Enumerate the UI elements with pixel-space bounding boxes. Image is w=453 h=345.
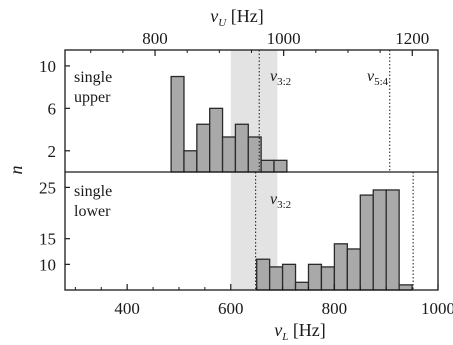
upper-ytick-label-0: 2 bbox=[48, 142, 57, 161]
lower-bar-4 bbox=[294, 281, 310, 291]
text-layer: 800 1000 1200 400 600 800 1000 2 6 10 10 15 25 νU [Hz… bbox=[6, 6, 453, 343]
upper-bar-5 bbox=[234, 123, 249, 173]
ratio-label-5-4-upper: ν5:4 bbox=[367, 68, 389, 88]
lower-panel-label-line2: lower bbox=[74, 203, 111, 220]
lower-bar-1 bbox=[256, 258, 271, 291]
top-tick-label-1: 1000 bbox=[267, 29, 301, 48]
lower-bar-11 bbox=[385, 189, 400, 291]
bottom-tick-label-0: 400 bbox=[114, 299, 140, 318]
bars-layer bbox=[170, 75, 413, 291]
upper-panel-label-line1: single bbox=[74, 69, 112, 86]
upper-bar-4 bbox=[221, 136, 237, 173]
lower-ytick-label-1: 15 bbox=[39, 230, 56, 249]
ratio-label-3-2-upper: ν3:2 bbox=[270, 68, 291, 88]
lower-bar-9 bbox=[359, 194, 374, 291]
upper-bar-8 bbox=[273, 159, 288, 173]
lower-bar-6 bbox=[320, 266, 336, 291]
upper-bar-1 bbox=[183, 150, 198, 173]
lower-bar-7 bbox=[333, 243, 348, 291]
lower-ytick-label-0: 10 bbox=[39, 255, 56, 274]
upper-bar-3 bbox=[209, 107, 224, 173]
lower-bar-10 bbox=[372, 189, 387, 291]
top-tick-label-0: 800 bbox=[142, 29, 168, 48]
upper-bar-7 bbox=[260, 159, 275, 173]
lower-bar-12 bbox=[398, 284, 413, 291]
bottom-tick-label-1: 600 bbox=[218, 299, 244, 318]
upper-ytick-label-1: 6 bbox=[48, 99, 57, 118]
lower-ytick-label-2: 25 bbox=[39, 178, 56, 197]
y-axis-title: n bbox=[6, 166, 26, 175]
top-axis-title: νU [Hz] bbox=[210, 6, 263, 29]
lower-bar-2 bbox=[268, 266, 284, 291]
upper-ytick-label-2: 10 bbox=[39, 57, 56, 76]
top-tick-label-2: 1200 bbox=[395, 29, 429, 48]
lower-panel-label-line1: single bbox=[74, 183, 112, 200]
ratio-label-3-2-lower: ν3:2 bbox=[270, 191, 291, 211]
lower-bar-3 bbox=[281, 263, 297, 291]
bottom-axis-title: νL [Hz] bbox=[274, 320, 326, 343]
bottom-tick-label-2: 800 bbox=[322, 299, 348, 318]
lower-bar-8 bbox=[346, 248, 361, 291]
upper-bar-2 bbox=[196, 123, 211, 173]
axes-layer bbox=[65, 50, 439, 290]
bottom-tick-label-3: 1000 bbox=[421, 299, 453, 318]
upper-bar-0 bbox=[170, 75, 185, 173]
reference-lines-layer bbox=[255, 50, 414, 290]
upper-panel-label-line2: upper bbox=[74, 89, 111, 106]
lower-bar-5 bbox=[307, 263, 323, 291]
